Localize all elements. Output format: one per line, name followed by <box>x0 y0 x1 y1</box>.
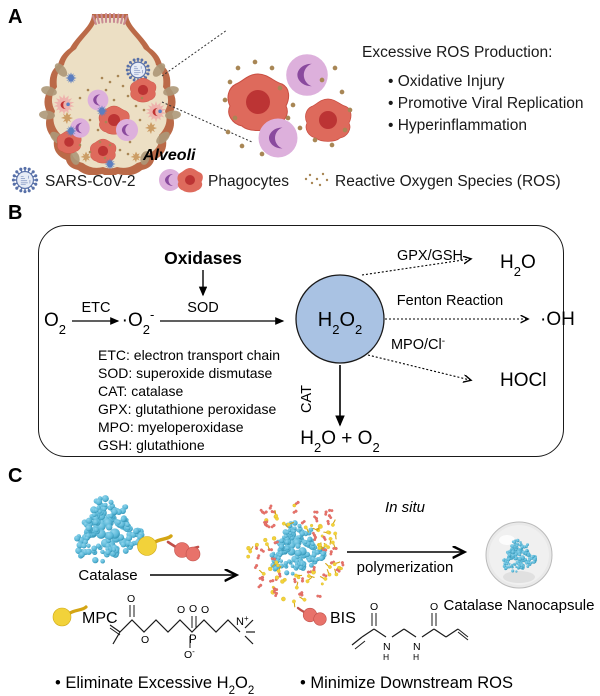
svg-text:SOD: superoxide dismutase: SOD: superoxide dismutase <box>98 365 273 381</box>
svg-text:GPX: glutathione peroxidase: GPX: glutathione peroxidase <box>98 401 276 417</box>
svg-text:• Minimize Downstream ROS: • Minimize Downstream ROS <box>300 674 513 692</box>
svg-text:• Promotive Viral Replication: • Promotive Viral Replication <box>388 95 584 112</box>
svg-text:H: H <box>383 652 389 662</box>
svg-text:GSH: glutathione: GSH: glutathione <box>98 437 205 453</box>
svg-text:O: O <box>370 601 378 613</box>
svg-text:SARS-CoV-2: SARS-CoV-2 <box>45 173 135 190</box>
svg-text:O: O <box>201 604 209 616</box>
svg-text:• Hyperinflammation: • Hyperinflammation <box>388 117 527 134</box>
svg-text:Phagocytes: Phagocytes <box>208 173 289 190</box>
svg-text:O-: O- <box>184 647 195 662</box>
svg-text:MPC: MPC <box>82 610 118 627</box>
svg-text:Fenton Reaction: Fenton Reaction <box>397 293 503 309</box>
svg-text:H: H <box>413 652 419 662</box>
svg-text:• Oxidative Injury: • Oxidative Injury <box>388 73 505 90</box>
svg-text:Excessive ROS Production:: Excessive ROS Production: <box>362 44 552 61</box>
svg-text:H2O + O2: H2O + O2 <box>300 428 379 455</box>
svg-text:H2O: H2O <box>500 252 536 279</box>
svg-text:·O2-: ·O2- <box>122 307 155 337</box>
svg-text:O: O <box>141 634 149 646</box>
svg-text:MPO/Cl-: MPO/Cl- <box>391 336 445 354</box>
svg-text:SOD: SOD <box>187 300 218 316</box>
svg-text:ETC: ETC <box>82 300 111 316</box>
svg-text:O: O <box>430 601 438 613</box>
svg-text:MPO: myeloperoxidase: MPO: myeloperoxidase <box>98 419 244 435</box>
svg-text:polymerization: polymerization <box>357 559 454 576</box>
svg-text:O2: O2 <box>44 310 66 337</box>
svg-text:·OH: ·OH <box>540 309 575 330</box>
svg-text:Reactive Oxygen Species (ROS): Reactive Oxygen Species (ROS) <box>335 173 561 190</box>
svg-text:BIS: BIS <box>330 610 356 627</box>
svg-text:Catalase: Catalase <box>78 567 137 584</box>
svg-text:CAT: CAT <box>299 385 315 413</box>
svg-text:CAT: catalase: CAT: catalase <box>98 383 184 399</box>
svg-text:ETC: electron transport chain: ETC: electron transport chain <box>98 347 280 363</box>
svg-text:O: O <box>189 603 197 615</box>
svg-text:O: O <box>127 593 135 605</box>
svg-text:O: O <box>177 604 185 616</box>
svg-text:Catalase Nanocapsule: Catalase Nanocapsule <box>444 597 595 614</box>
svg-text:Oxidases: Oxidases <box>164 248 242 268</box>
svg-text:In situ: In situ <box>385 499 426 516</box>
svg-text:Alveoli: Alveoli <box>142 147 196 164</box>
svg-text:HOCl: HOCl <box>500 370 546 391</box>
svg-text:• Eliminate Excessive H2O2: • Eliminate Excessive H2O2 <box>55 674 254 696</box>
